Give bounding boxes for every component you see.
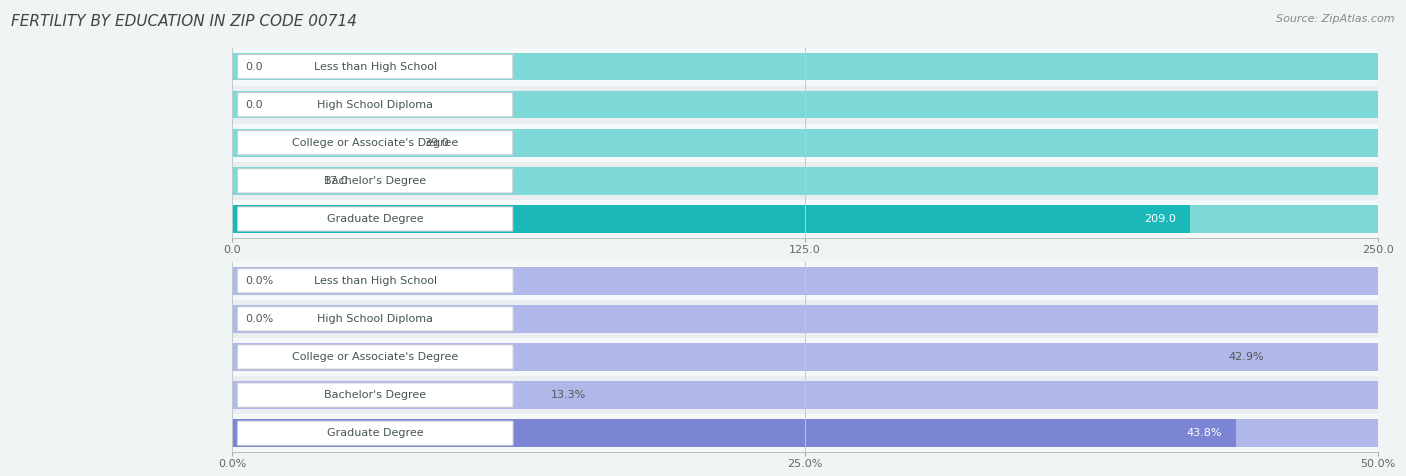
Text: 0.0: 0.0 bbox=[246, 61, 263, 72]
FancyBboxPatch shape bbox=[238, 383, 513, 407]
Text: Bachelor's Degree: Bachelor's Degree bbox=[325, 176, 426, 186]
Bar bbox=[232, 338, 1378, 376]
Text: 42.9%: 42.9% bbox=[1229, 352, 1264, 362]
Bar bbox=[232, 381, 1378, 409]
Bar bbox=[232, 162, 1378, 200]
Bar bbox=[232, 381, 537, 409]
Bar bbox=[232, 414, 1378, 452]
FancyBboxPatch shape bbox=[238, 345, 513, 369]
Text: 0.0%: 0.0% bbox=[246, 276, 274, 286]
FancyBboxPatch shape bbox=[238, 169, 513, 193]
Bar bbox=[232, 205, 1378, 233]
FancyBboxPatch shape bbox=[238, 131, 513, 155]
Text: 0.0: 0.0 bbox=[246, 99, 263, 110]
Bar bbox=[232, 129, 1378, 157]
Text: Graduate Degree: Graduate Degree bbox=[328, 428, 423, 438]
Bar bbox=[232, 262, 1378, 300]
Bar bbox=[232, 205, 1189, 233]
Text: Source: ZipAtlas.com: Source: ZipAtlas.com bbox=[1277, 14, 1395, 24]
FancyBboxPatch shape bbox=[238, 307, 513, 331]
Text: 43.8%: 43.8% bbox=[1187, 428, 1222, 438]
Text: 17.0: 17.0 bbox=[323, 176, 349, 186]
Text: High School Diploma: High School Diploma bbox=[318, 99, 433, 110]
FancyBboxPatch shape bbox=[238, 93, 513, 117]
Text: College or Associate's Degree: College or Associate's Degree bbox=[292, 138, 458, 148]
Bar bbox=[232, 419, 1236, 447]
Text: Less than High School: Less than High School bbox=[314, 61, 437, 72]
Bar bbox=[232, 305, 1378, 333]
Text: 0.0%: 0.0% bbox=[246, 314, 274, 324]
Bar bbox=[232, 267, 1378, 295]
Text: High School Diploma: High School Diploma bbox=[318, 314, 433, 324]
Bar bbox=[232, 167, 309, 195]
Text: Graduate Degree: Graduate Degree bbox=[328, 214, 423, 224]
FancyBboxPatch shape bbox=[238, 269, 513, 293]
Text: College or Associate's Degree: College or Associate's Degree bbox=[292, 352, 458, 362]
Bar bbox=[232, 86, 1378, 124]
Bar bbox=[232, 343, 1378, 371]
FancyBboxPatch shape bbox=[238, 421, 513, 445]
FancyBboxPatch shape bbox=[238, 55, 513, 79]
Text: 39.0: 39.0 bbox=[425, 138, 450, 148]
Text: Bachelor's Degree: Bachelor's Degree bbox=[325, 390, 426, 400]
Text: FERTILITY BY EDUCATION IN ZIP CODE 00714: FERTILITY BY EDUCATION IN ZIP CODE 00714 bbox=[11, 14, 357, 30]
Bar bbox=[232, 419, 1378, 447]
Bar bbox=[232, 376, 1378, 414]
Bar bbox=[232, 129, 411, 157]
Text: Less than High School: Less than High School bbox=[314, 276, 437, 286]
Text: 209.0: 209.0 bbox=[1144, 214, 1177, 224]
Text: 13.3%: 13.3% bbox=[551, 390, 586, 400]
Bar bbox=[232, 48, 1378, 86]
Bar bbox=[232, 200, 1378, 238]
Bar bbox=[232, 53, 1378, 80]
Bar bbox=[232, 167, 1378, 195]
Bar bbox=[232, 91, 1378, 119]
Bar bbox=[232, 300, 1378, 338]
FancyBboxPatch shape bbox=[238, 207, 513, 231]
Bar bbox=[232, 343, 1215, 371]
Bar bbox=[232, 124, 1378, 162]
